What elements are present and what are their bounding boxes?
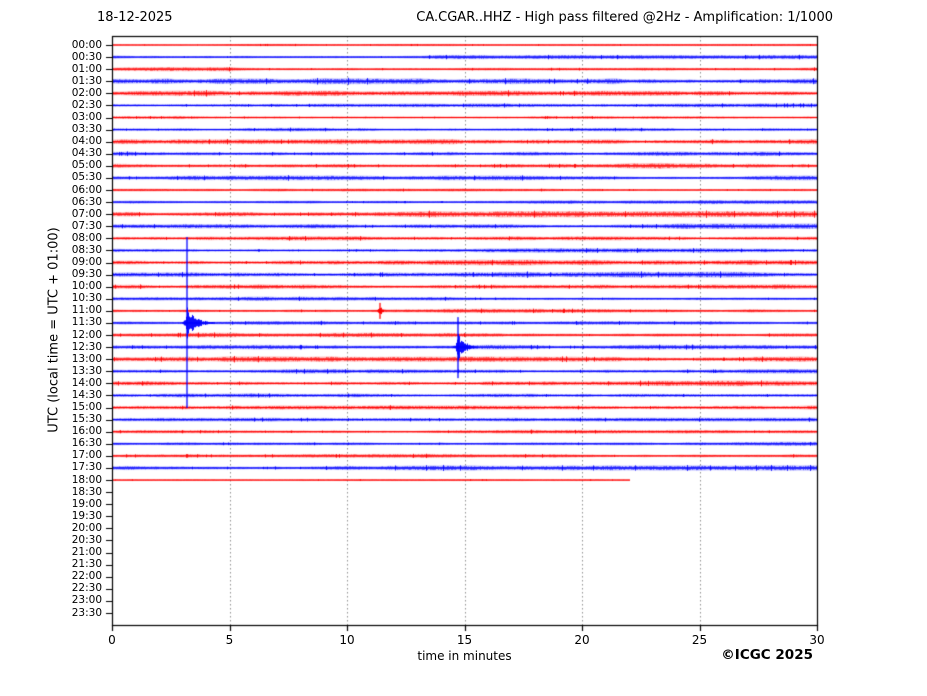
- y-tick-label: 12:00: [71, 328, 102, 341]
- y-tick-label: 19:00: [71, 497, 102, 510]
- x-tick-label: 0: [108, 633, 116, 647]
- y-tick-label: 03:30: [71, 123, 102, 136]
- y-tick-label: 01:00: [71, 62, 102, 75]
- plot-title: CA.CGAR..HHZ - High pass filtered @2Hz -…: [416, 10, 833, 25]
- y-tick-label: 20:00: [71, 521, 102, 534]
- x-tick-label: 25: [691, 633, 708, 647]
- y-tick-label: 22:30: [71, 582, 102, 595]
- y-tick-label: 01:30: [71, 74, 102, 87]
- y-tick-label: 18:00: [71, 473, 102, 486]
- y-tick-label: 17:00: [71, 449, 102, 462]
- y-tick-label: 17:30: [71, 461, 102, 474]
- copyright-label: ©ICGC 2025: [721, 647, 813, 663]
- y-tick-label: 03:00: [71, 111, 102, 123]
- y-tick-label: 13:30: [71, 364, 102, 377]
- y-tick-label: 20:30: [71, 533, 102, 546]
- x-axis-label: time in minutes: [417, 649, 512, 663]
- y-tick-label: 12:30: [71, 340, 102, 353]
- y-tick-label: 09:30: [71, 268, 102, 281]
- y-tick-label: 14:30: [71, 388, 102, 401]
- y-tick-label: 05:00: [71, 159, 102, 172]
- y-tick-label: 15:30: [71, 413, 102, 426]
- x-tick-label: 30: [809, 633, 825, 647]
- x-tick-label: 5: [225, 633, 234, 647]
- date-label: 18-12-2025: [97, 10, 173, 25]
- y-tick-label: 15:00: [71, 401, 102, 414]
- y-tick-label: 00:00: [71, 38, 102, 51]
- y-tick-label: 18:30: [71, 485, 102, 498]
- y-tick-label: 11:00: [71, 304, 102, 317]
- x-tick-label: 10: [339, 633, 355, 647]
- y-tick-label: 13:00: [71, 352, 102, 365]
- y-tick-label: 08:30: [71, 243, 102, 256]
- y-tick-label: 02:00: [71, 86, 102, 99]
- y-tick-label: 02:30: [71, 98, 102, 111]
- y-tick-label: 11:30: [71, 316, 102, 329]
- x-tick-label: 15: [456, 633, 473, 647]
- y-tick-label: 00:30: [71, 50, 102, 63]
- y-tick-label: 16:00: [71, 425, 102, 438]
- y-tick-label: 10:00: [71, 280, 102, 293]
- y-tick-label: 10:30: [71, 292, 102, 305]
- y-tick-label: 23:00: [71, 594, 102, 607]
- y-tick-label: 21:00: [71, 546, 102, 559]
- y-tick-label: 08:00: [71, 231, 102, 244]
- y-tick-label: 21:30: [71, 558, 102, 571]
- y-tick-label: 04:00: [71, 135, 102, 148]
- y-tick-label: 06:30: [71, 195, 102, 208]
- y-tick-label: 05:30: [71, 171, 102, 184]
- y-tick-label: 22:00: [71, 570, 102, 583]
- y-tick-label: 07:00: [71, 207, 102, 220]
- x-tick-label: 20: [574, 633, 590, 647]
- y-tick-label: 09:00: [71, 256, 102, 269]
- y-tick-label: 07:30: [71, 219, 102, 232]
- y-tick-label: 06:00: [71, 183, 102, 196]
- y-tick-label: 14:00: [71, 376, 102, 389]
- y-tick-label: 19:30: [71, 509, 102, 522]
- y-tick-label: 23:30: [71, 606, 102, 619]
- y-tick-label: 16:30: [71, 437, 102, 450]
- y-tick-label: 04:30: [71, 147, 102, 160]
